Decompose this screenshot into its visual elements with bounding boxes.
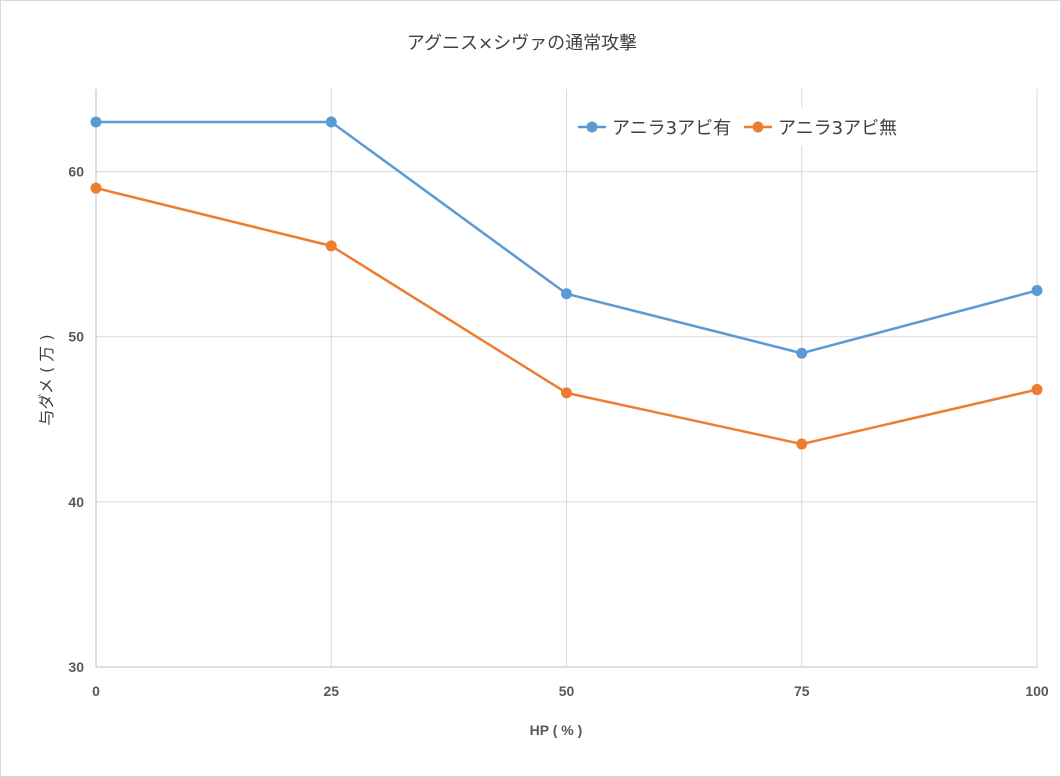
data-point-s2-4 [1031, 384, 1043, 396]
x-tick-label-2: 50 [559, 683, 575, 699]
data-point-s1-3 [796, 347, 808, 359]
legend-label-1: アニラ3アビ有 [612, 118, 731, 139]
x-tick-label-4: 100 [1025, 683, 1049, 699]
y-axis-title: 与ダメ ( 万 ) [37, 334, 56, 425]
data-point-s1-4 [1031, 284, 1043, 296]
y-tick-label-0: 30 [68, 659, 84, 675]
y-tick-label-2: 50 [68, 329, 84, 345]
y-tick-label-1: 40 [68, 494, 84, 510]
y-tick-label-3: 60 [68, 164, 84, 180]
legend-background [568, 108, 912, 146]
data-point-s1-1 [325, 116, 337, 128]
data-point-s2-1 [325, 240, 337, 252]
legend-item-2: アニラ3アビ無 [744, 118, 897, 139]
legend: アニラ3アビ有 アニラ3アビ無 [578, 118, 897, 139]
data-point-s2-3 [796, 438, 808, 450]
x-tick-label-0: 0 [92, 683, 100, 699]
data-point-s1-0 [90, 116, 102, 128]
legend-marker-2 [752, 121, 764, 133]
grid-lines [96, 89, 1038, 667]
x-tick-label-1: 25 [323, 683, 339, 699]
data-point-s2-2 [561, 387, 572, 399]
data-point-s2-0 [90, 182, 102, 194]
legend-item-1: アニラ3アビ有 [578, 118, 731, 139]
legend-label-2: アニラ3アビ無 [778, 118, 897, 139]
data-point-s1-2 [561, 288, 572, 300]
x-tick-label-3: 75 [794, 683, 810, 699]
legend-marker-1 [586, 121, 598, 133]
tick-labels: 30 40 50 60 0 25 50 75 100 [68, 164, 1048, 699]
chart-title: アグニス×シヴァの通常攻撃 [407, 33, 637, 54]
x-axis-title: HP ( % ) [530, 722, 583, 738]
series-lines [90, 116, 1043, 450]
